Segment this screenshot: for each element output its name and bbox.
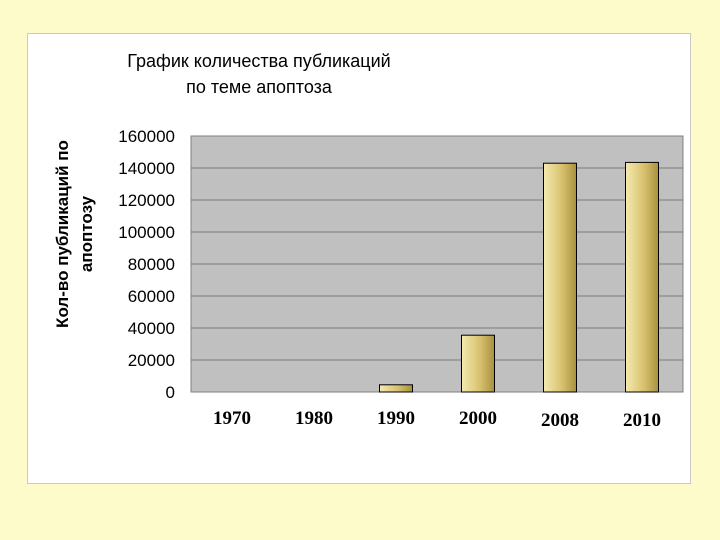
y-tick-label: 60000 [128, 287, 175, 306]
y-tick-label: 20000 [128, 351, 175, 370]
y-tick-label: 160000 [118, 127, 175, 146]
x-tick-label-1970: 1970 [213, 408, 251, 429]
bar-2000 [461, 334, 495, 393]
y-tick-label: 120000 [118, 191, 175, 210]
x-tick-label-1980: 1980 [295, 408, 333, 429]
bar-2010 [625, 161, 659, 393]
x-tick-label-1990: 1990 [377, 408, 415, 429]
chart-title-line-1: График количества публикаций [127, 51, 390, 71]
y-axis-label-line-1: Кол-во публикаций по [53, 140, 72, 328]
chart-title-line-2: по теме апоптоза [186, 77, 333, 97]
y-tick-label: 100000 [118, 223, 175, 242]
y-tick-label: 0 [166, 383, 175, 402]
bar-1990 [379, 384, 413, 393]
x-tick-label-2010: 2010 [623, 410, 661, 431]
y-tick-label: 80000 [128, 255, 175, 274]
y-axis-label-line-2: апоптозу [77, 195, 96, 272]
x-tick-label-2008: 2008 [541, 410, 579, 431]
x-tick-label-2000: 2000 [459, 408, 497, 429]
bar-2008 [543, 162, 577, 393]
y-tick-label: 140000 [118, 159, 175, 178]
bar-chart: График количества публикаций по теме апо… [53, 51, 684, 431]
slide-frame: График количества публикаций по теме апо… [27, 33, 691, 484]
y-tick-label: 40000 [128, 319, 175, 338]
